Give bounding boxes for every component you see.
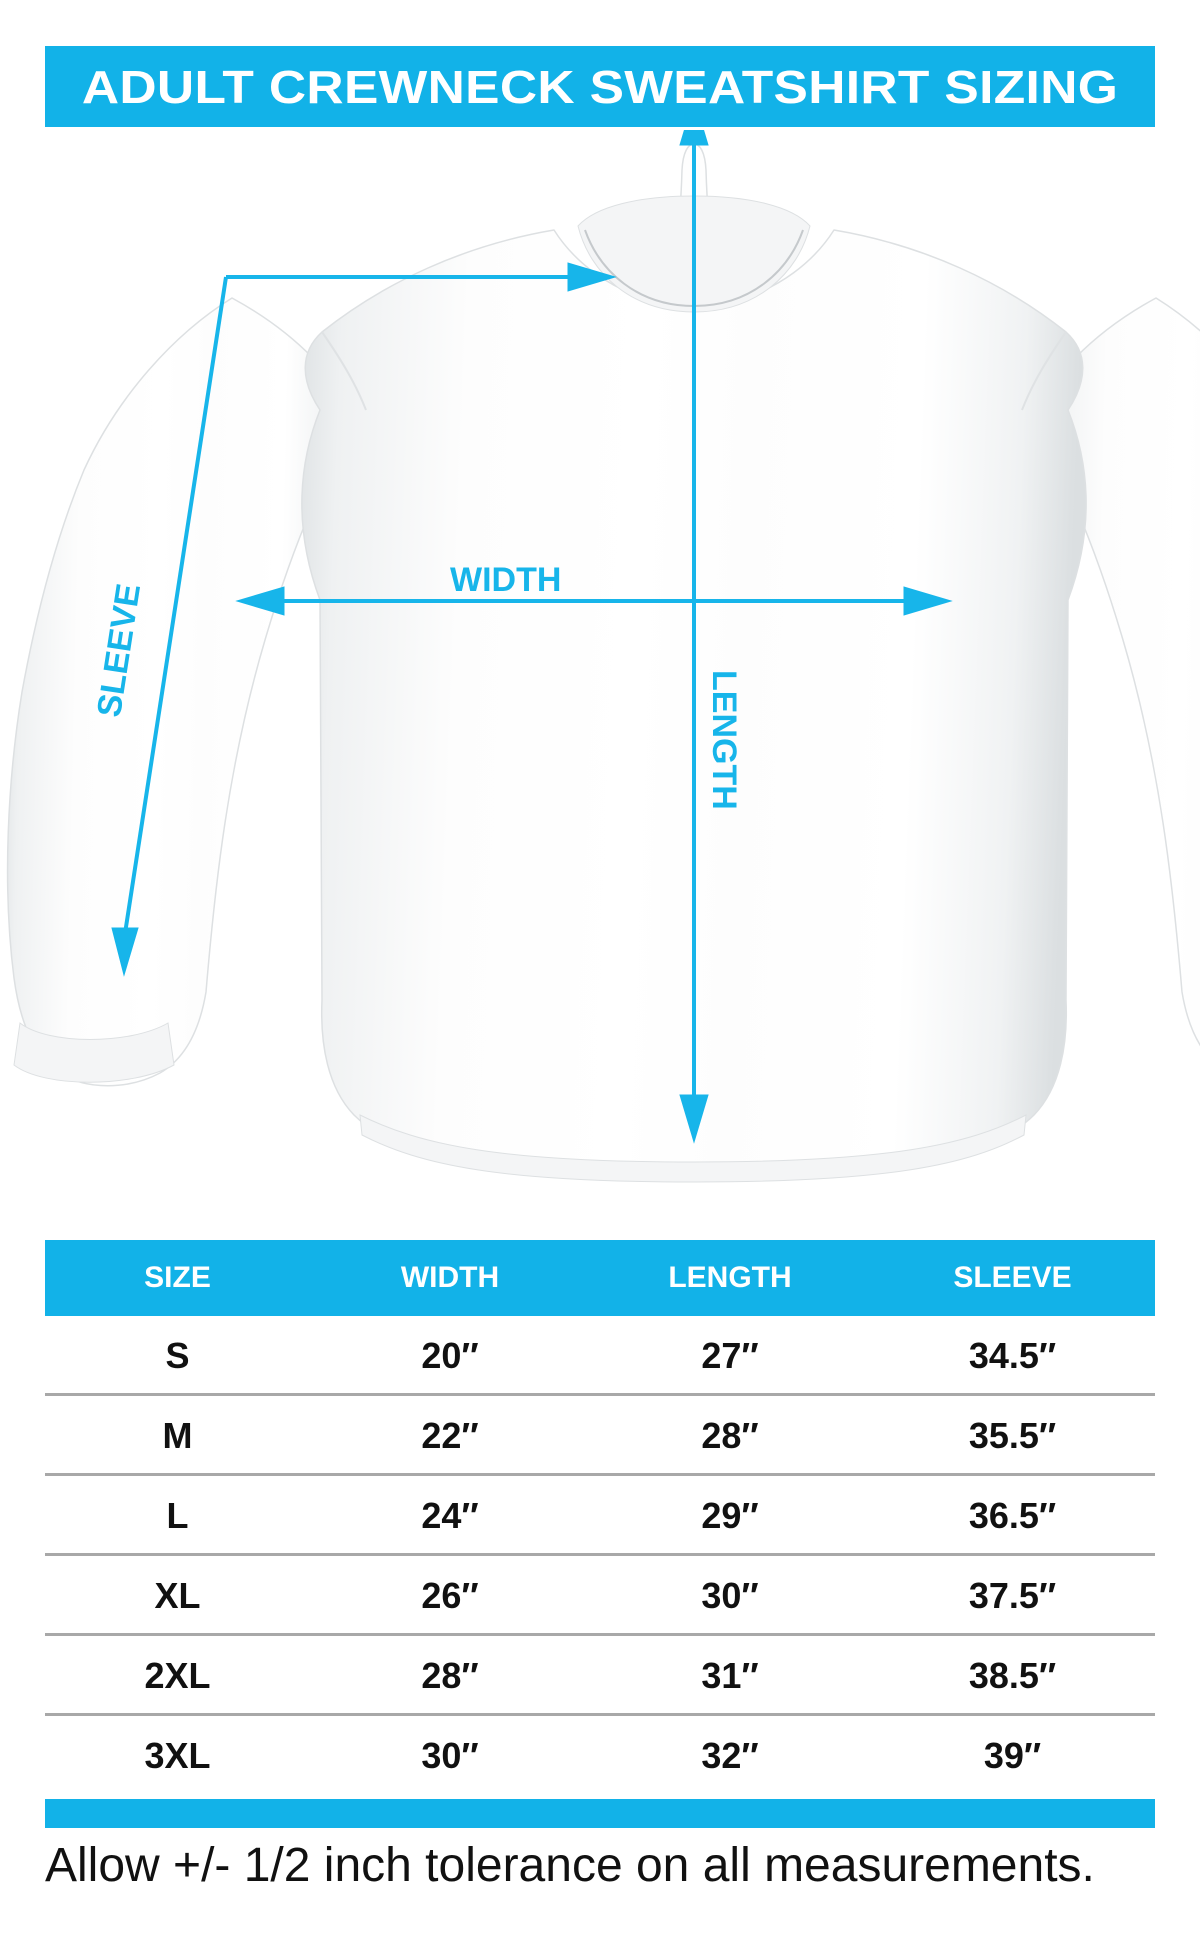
svg-text:WIDTH: WIDTH (450, 561, 561, 599)
svg-text:LENGTH: LENGTH (705, 670, 743, 810)
